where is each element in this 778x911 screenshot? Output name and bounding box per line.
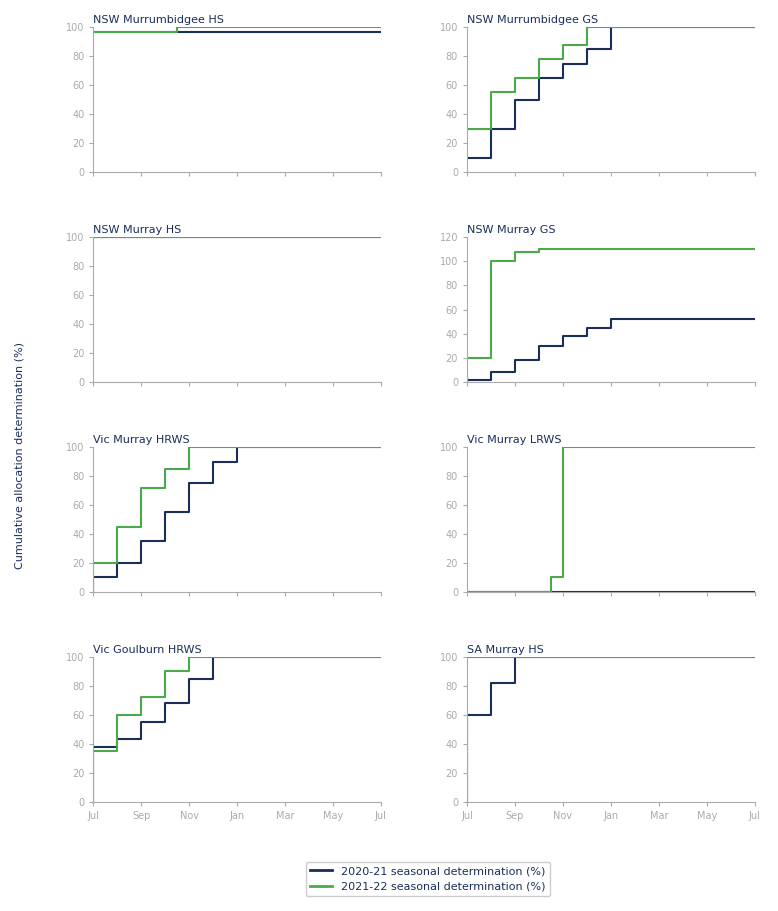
- Text: Vic Murray HRWS: Vic Murray HRWS: [93, 435, 190, 445]
- Text: Vic Murray LRWS: Vic Murray LRWS: [467, 435, 562, 445]
- Legend: 2020-21 seasonal determination (%), 2021-22 seasonal determination (%): 2020-21 seasonal determination (%), 2021…: [306, 862, 550, 896]
- Text: NSW Murray GS: NSW Murray GS: [467, 225, 555, 235]
- Text: NSW Murray HS: NSW Murray HS: [93, 225, 181, 235]
- Text: SA Murray HS: SA Murray HS: [467, 645, 544, 655]
- Text: Vic Goulburn HRWS: Vic Goulburn HRWS: [93, 645, 202, 655]
- Text: NSW Murrumbidgee HS: NSW Murrumbidgee HS: [93, 15, 224, 26]
- Text: NSW Murrumbidgee GS: NSW Murrumbidgee GS: [467, 15, 598, 26]
- Text: Cumulative allocation determination (%): Cumulative allocation determination (%): [15, 342, 24, 569]
